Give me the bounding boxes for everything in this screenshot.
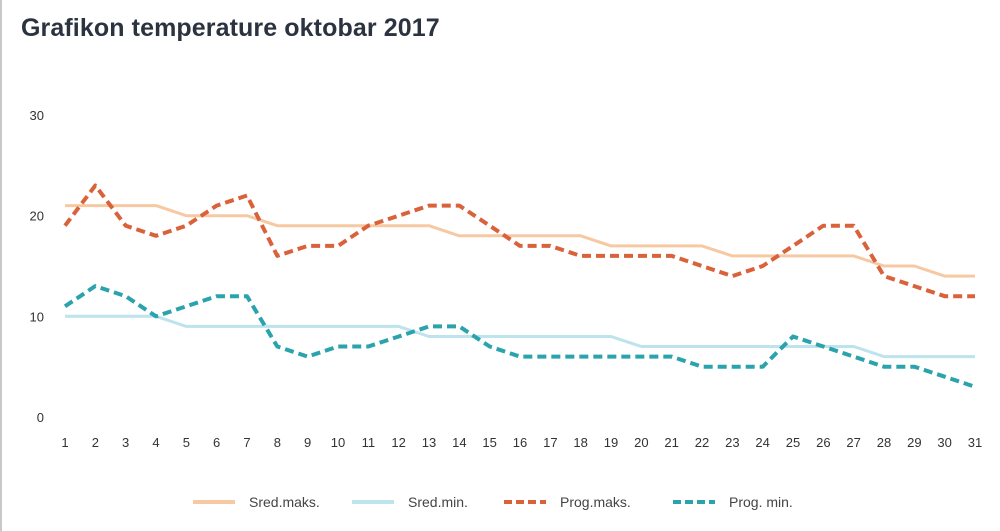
legend-swatch-prog-min xyxy=(673,500,715,504)
x-tick-label: 31 xyxy=(968,435,982,450)
legend-swatch-sred-maks xyxy=(193,500,235,504)
x-tick-label: 10 xyxy=(331,435,345,450)
legend-label-prog-maks: Prog.maks. xyxy=(560,494,631,510)
y-tick-label: 30 xyxy=(30,108,44,123)
legend-item-prog-maks[interactable]: Prog.maks. xyxy=(504,490,631,514)
x-tick-label: 13 xyxy=(422,435,436,450)
x-tick-label: 9 xyxy=(304,435,311,450)
x-tick-label: 17 xyxy=(543,435,557,450)
chart-title: Grafikon temperature oktobar 2017 xyxy=(21,14,440,42)
x-tick-label: 28 xyxy=(877,435,891,450)
legend-swatch-sred-min xyxy=(352,500,394,504)
x-tick-label: 14 xyxy=(452,435,466,450)
x-tick-label: 4 xyxy=(152,435,159,450)
legend-item-sred-maks[interactable]: Sred.maks. xyxy=(193,490,320,514)
x-tick-label: 2 xyxy=(92,435,99,450)
y-tick-label: 20 xyxy=(30,209,44,224)
y-tick-label: 10 xyxy=(30,309,44,324)
x-tick-label: 20 xyxy=(634,435,648,450)
page-left-border xyxy=(0,0,2,531)
series-line-prog-maks xyxy=(63,183,975,299)
x-tick-label: 25 xyxy=(786,435,800,450)
x-tick-label: 24 xyxy=(755,435,769,450)
x-tick-label: 11 xyxy=(362,435,376,450)
x-tick-label: 15 xyxy=(482,435,496,450)
series-layer xyxy=(63,183,976,389)
x-tick-label: 3 xyxy=(122,435,129,450)
legend-swatch-prog-maks xyxy=(504,500,546,504)
legend-item-prog-min[interactable]: Prog. min. xyxy=(673,490,793,514)
x-tick-label: 1 xyxy=(61,435,68,450)
legend-label-sred-min: Sred.min. xyxy=(408,494,468,510)
legend-label-sred-maks: Sred.maks. xyxy=(249,494,320,510)
x-tick-label: 12 xyxy=(391,435,405,450)
series-line-sred-min xyxy=(65,314,975,359)
x-tick-label: 7 xyxy=(243,435,250,450)
x-tick-label: 18 xyxy=(573,435,587,450)
y-axis: 0 10 20 30 xyxy=(30,108,44,425)
y-tick-label: 0 xyxy=(37,410,44,425)
x-axis: 1 2 3 4 5 6 7 8 9 10 11 12 13 14 15 16 17 18 19 20 21 22 23 24 2… xyxy=(61,435,982,450)
x-tick-label: 30 xyxy=(937,435,951,450)
x-tick-label: 19 xyxy=(604,435,618,450)
x-tick-label: 16 xyxy=(513,435,527,450)
series-line-prog-min xyxy=(63,284,976,389)
x-tick-label: 27 xyxy=(846,435,860,450)
x-tick-label: 23 xyxy=(725,435,739,450)
legend: Sred.maks. Sred.min. Prog.maks. Prog. mi… xyxy=(0,490,1000,514)
legend-label-prog-min: Prog. min. xyxy=(729,494,793,510)
x-tick-label: 6 xyxy=(213,435,220,450)
x-tick-label: 5 xyxy=(183,435,190,450)
x-tick-label: 29 xyxy=(907,435,921,450)
x-tick-label: 8 xyxy=(274,435,281,450)
x-tick-label: 26 xyxy=(816,435,830,450)
legend-item-sred-min[interactable]: Sred.min. xyxy=(352,490,468,514)
x-tick-label: 22 xyxy=(695,435,709,450)
x-tick-label: 21 xyxy=(664,435,678,450)
